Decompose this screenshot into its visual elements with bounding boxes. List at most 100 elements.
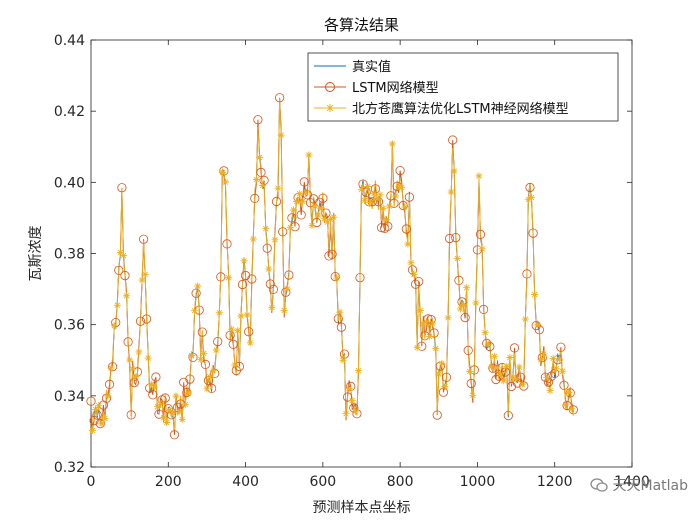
marker-circle xyxy=(135,316,146,326)
marker-circle xyxy=(426,314,436,325)
marker-star xyxy=(255,153,263,161)
marker-star xyxy=(460,301,468,309)
legend-label: 真实值 xyxy=(352,59,391,75)
marker-star xyxy=(123,292,131,300)
marker-star xyxy=(169,409,177,417)
marker-circle xyxy=(333,314,343,324)
marker-circle xyxy=(336,322,346,332)
marker-star xyxy=(144,354,152,362)
marker-star xyxy=(422,318,430,326)
marker-circle xyxy=(383,221,393,231)
marker-circle xyxy=(460,312,470,323)
marker-star xyxy=(552,365,560,373)
marker-circle xyxy=(268,284,278,294)
y-tick-label: 0.34 xyxy=(54,389,85,405)
marker-star xyxy=(187,351,195,359)
watermark: 天天Matlab xyxy=(590,475,688,495)
marker-star xyxy=(92,405,100,413)
marker-circle xyxy=(120,270,130,281)
marker-circle xyxy=(108,362,118,372)
marker-circle xyxy=(139,234,149,244)
marker-star xyxy=(252,176,260,184)
marker-circle xyxy=(154,409,164,419)
marker-star xyxy=(265,265,273,273)
marker-star xyxy=(330,213,338,221)
marker-circle xyxy=(126,410,136,420)
marker-circle xyxy=(389,198,399,208)
marker-circle xyxy=(466,378,476,389)
marker-star xyxy=(243,311,251,319)
marker-star xyxy=(280,306,288,314)
marker-star xyxy=(534,321,542,329)
y-tick-label: 0.44 xyxy=(54,33,85,49)
marker-star xyxy=(370,190,378,198)
marker-circle xyxy=(278,227,288,237)
marker-star xyxy=(237,312,245,320)
marker-star xyxy=(135,348,143,356)
marker-star xyxy=(512,376,520,384)
series-line-ngo-lstm xyxy=(90,97,574,431)
y-tick-label: 0.40 xyxy=(54,175,85,191)
x-tick-label: 1000 xyxy=(460,474,496,490)
marker-star xyxy=(141,270,149,278)
marker-star xyxy=(283,285,291,293)
marker-circle xyxy=(432,410,442,420)
marker-star xyxy=(444,314,452,322)
marker-star xyxy=(194,282,202,290)
marker-circle xyxy=(197,327,207,337)
marker-circle xyxy=(512,378,523,388)
marker-circle xyxy=(525,182,535,193)
marker-star xyxy=(429,319,437,327)
marker-star xyxy=(537,356,545,364)
marker-star xyxy=(203,385,211,393)
marker-circle xyxy=(478,304,489,314)
marker-star xyxy=(95,402,103,410)
marker-star xyxy=(472,299,480,307)
marker-star xyxy=(98,420,106,428)
marker-circle xyxy=(330,271,340,282)
marker-circle xyxy=(247,274,257,284)
marker-circle xyxy=(191,288,201,298)
marker-star xyxy=(293,197,301,205)
marker-circle xyxy=(284,270,294,280)
marker-circle xyxy=(482,338,492,348)
series-markers xyxy=(86,93,578,440)
marker-star xyxy=(302,189,310,197)
marker-star xyxy=(404,240,412,248)
marker-star xyxy=(453,254,461,262)
marker-star xyxy=(487,363,495,371)
marker-circle xyxy=(528,228,538,238)
marker-star xyxy=(432,345,440,353)
marker-circle xyxy=(463,345,473,355)
marker-circle xyxy=(228,339,238,349)
marker-star xyxy=(271,236,279,244)
y-tick-label: 0.36 xyxy=(54,318,85,334)
marker-circle xyxy=(185,374,195,384)
marker-star xyxy=(478,245,486,253)
marker-star xyxy=(466,368,474,376)
marker-star xyxy=(348,396,356,404)
marker-circle xyxy=(444,233,455,244)
marker-circle xyxy=(312,217,322,228)
marker-circle xyxy=(148,390,158,400)
marker-star xyxy=(558,367,566,375)
marker-star xyxy=(178,415,186,423)
marker-star xyxy=(426,332,434,340)
marker-circle xyxy=(287,213,297,223)
marker-star xyxy=(184,389,192,397)
legend-label: LSTM网络模型 xyxy=(352,80,439,96)
marker-circle xyxy=(414,276,424,287)
marker-circle xyxy=(454,275,464,285)
marker-star xyxy=(484,340,492,348)
marker-circle xyxy=(253,115,263,125)
marker-star xyxy=(234,327,242,335)
marker-circle xyxy=(327,249,337,259)
marker-star xyxy=(373,195,381,203)
marker-star xyxy=(342,410,350,418)
marker-circle xyxy=(503,410,513,421)
marker-circle xyxy=(179,377,189,387)
marker-star xyxy=(481,329,489,337)
marker-circle xyxy=(237,279,248,290)
marker-circle xyxy=(349,403,359,413)
